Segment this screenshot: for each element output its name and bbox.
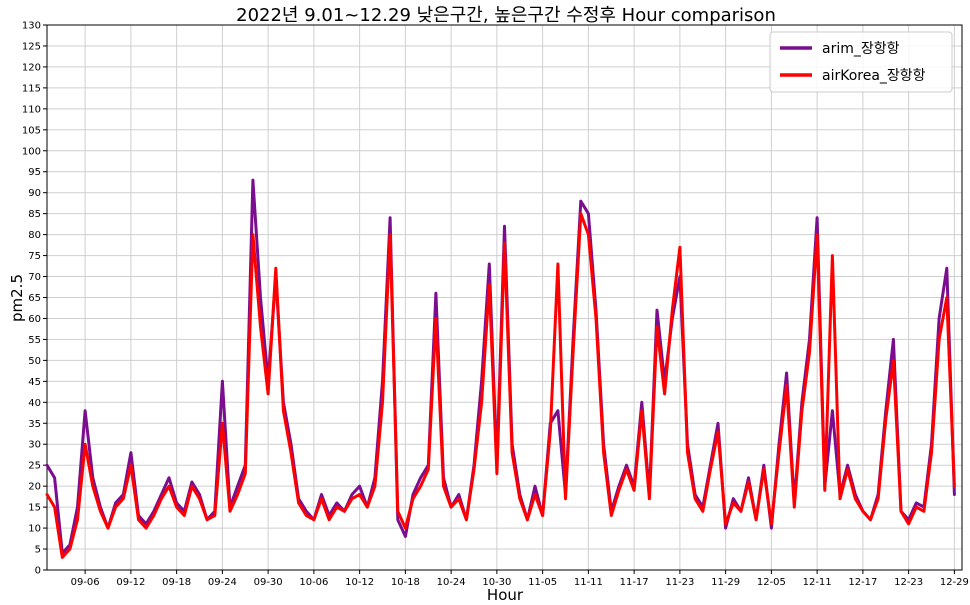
y-tick-label: 100 bbox=[22, 146, 41, 157]
x-tick-label: 10-18 bbox=[391, 577, 420, 588]
y-tick-label: 65 bbox=[28, 293, 41, 304]
y-tick-label: 55 bbox=[28, 335, 41, 346]
y-tick-label: 115 bbox=[22, 83, 41, 94]
y-tick-label: 5 bbox=[35, 545, 41, 556]
x-tick-label: 09-18 bbox=[162, 577, 191, 588]
x-tick-label: 09-12 bbox=[116, 577, 145, 588]
x-tick-label: 11-17 bbox=[620, 577, 649, 588]
y-tick-label: 95 bbox=[28, 167, 41, 178]
x-tick-label: 11-29 bbox=[711, 577, 740, 588]
series-layer bbox=[45, 178, 956, 559]
y-axis: 0 5 10 15 20 25 30 35 40 45 50 55 60 65 70 75 80 85 90 95 10… bbox=[22, 21, 47, 577]
y-axis-label: pm2.5 bbox=[8, 274, 26, 322]
x-tick-label: 12-17 bbox=[848, 577, 877, 588]
y-tick-label: 125 bbox=[22, 41, 41, 52]
x-tick-label: 09-06 bbox=[71, 577, 100, 588]
y-tick-label: 45 bbox=[28, 377, 41, 388]
legend-box bbox=[769, 31, 953, 93]
series-line-1 bbox=[45, 212, 956, 559]
x-tick-label: 12-05 bbox=[757, 577, 786, 588]
x-tick-label: 11-05 bbox=[528, 577, 557, 588]
x-axis: 09-06 09-12 09-18 09-24 09-30 10-06 10-12 10-18… bbox=[71, 570, 969, 588]
x-tick-label: 10-30 bbox=[482, 577, 511, 588]
y-tick-label: 15 bbox=[28, 503, 41, 514]
y-tick-label: 120 bbox=[22, 62, 41, 73]
y-tick-label: 60 bbox=[28, 314, 41, 325]
x-tick-label: 12-11 bbox=[803, 577, 832, 588]
chart-title: 2022년 9.01~12.29 낮은구간, 높은구간 수정후 Hour com… bbox=[236, 5, 776, 26]
y-tick-label: 10 bbox=[28, 524, 41, 535]
x-tick-label: 10-24 bbox=[437, 577, 466, 588]
x-tick-label: 09-24 bbox=[208, 577, 237, 588]
legend: arim_장항항 airKorea_장항항 bbox=[769, 31, 953, 93]
x-tick-label: 11-11 bbox=[574, 577, 603, 588]
y-tick-label: 90 bbox=[28, 188, 41, 199]
x-axis-label: Hour bbox=[487, 586, 524, 604]
x-tick-label: 10-12 bbox=[345, 577, 374, 588]
x-tick-label: 12-23 bbox=[894, 577, 923, 588]
y-tick-label: 70 bbox=[28, 272, 41, 283]
legend-label-0: arim_장항항 bbox=[822, 41, 900, 57]
y-tick-label: 110 bbox=[22, 104, 41, 115]
y-tick-label: 25 bbox=[28, 461, 41, 472]
y-tick-label: 80 bbox=[28, 230, 41, 241]
y-tick-label: 20 bbox=[28, 482, 41, 493]
y-tick-label: 130 bbox=[22, 21, 41, 32]
legend-label-1: airKorea_장항항 bbox=[822, 68, 926, 84]
x-tick-label: 10-06 bbox=[299, 577, 328, 588]
y-tick-label: 105 bbox=[22, 125, 41, 136]
x-tick-label: 11-23 bbox=[665, 577, 694, 588]
y-tick-label: 75 bbox=[28, 251, 41, 262]
y-tick-label: 50 bbox=[28, 356, 41, 367]
y-tick-label: 35 bbox=[28, 419, 41, 430]
x-tick-label: 12-29 bbox=[940, 577, 969, 588]
grid bbox=[47, 24, 962, 571]
y-tick-label: 85 bbox=[28, 209, 41, 220]
y-tick-label: 40 bbox=[28, 398, 41, 409]
x-tick-label: 09-30 bbox=[254, 577, 283, 588]
y-tick-label: 0 bbox=[35, 566, 41, 577]
y-tick-label: 30 bbox=[28, 440, 41, 451]
